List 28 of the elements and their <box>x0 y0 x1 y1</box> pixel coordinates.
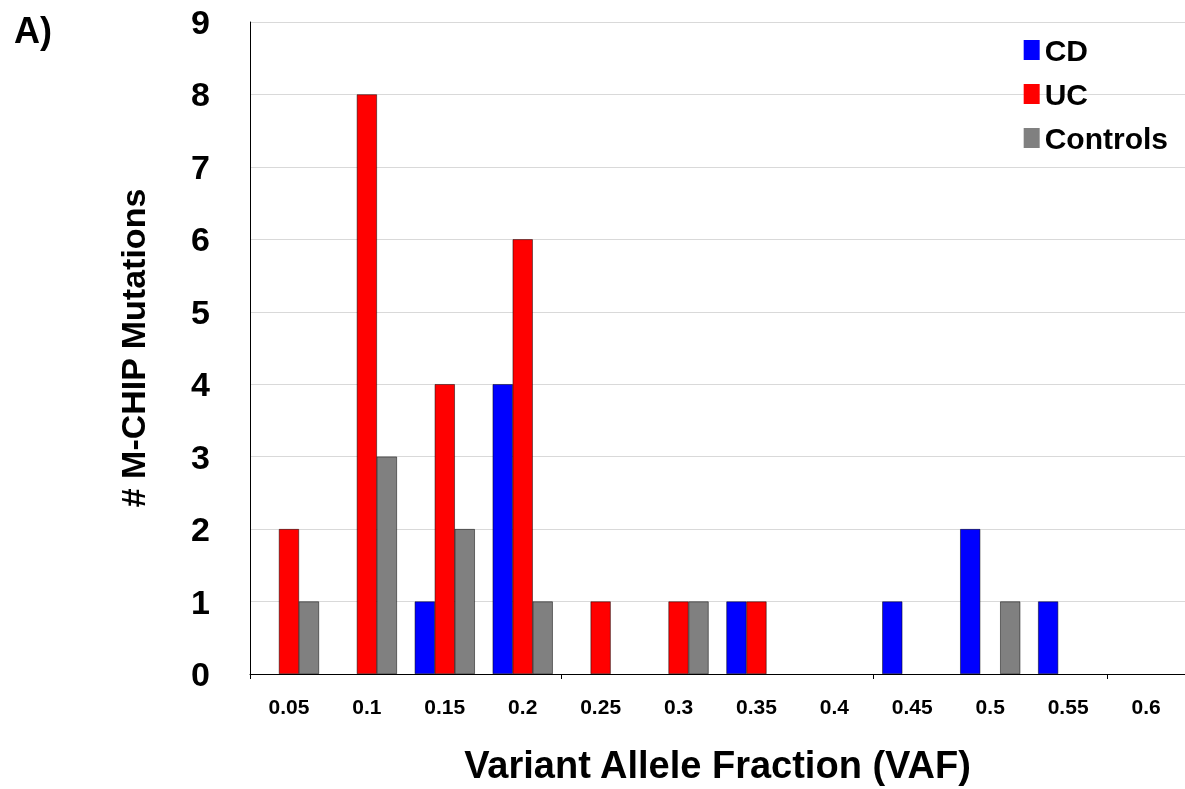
x-tick-label: 0.25 <box>580 695 622 718</box>
x-tick-label: 0.1 <box>352 695 382 718</box>
x-tick-label: 0.5 <box>975 695 1006 718</box>
x-axis-title: Variant Allele Fraction (VAF) <box>464 744 971 786</box>
y-tick-label: 6 <box>191 220 210 259</box>
x-tick-label: 0.55 <box>1047 695 1089 718</box>
legend-label: Controls <box>1044 121 1168 155</box>
y-tick-label: 1 <box>191 582 210 621</box>
y-tick-label: 5 <box>191 292 210 331</box>
y-tick-label: 2 <box>191 510 210 549</box>
x-tick-label: 0.05 <box>268 695 310 718</box>
y-tick-label: 7 <box>191 147 210 186</box>
y-tick-label: 4 <box>191 365 211 404</box>
x-tick-label: 0.15 <box>424 695 466 718</box>
text: A) <box>14 9 52 51</box>
y-axis-title: # M-CHIP Mutations <box>114 188 152 508</box>
x-tick-label: 0.35 <box>736 695 778 718</box>
x-tick-label: 0.2 <box>508 695 538 718</box>
x-tick-label: 0.45 <box>891 695 934 718</box>
y-tick-label: 3 <box>191 437 210 476</box>
x-tick-label: 0.4 <box>819 695 850 718</box>
y-tick-label: 8 <box>191 75 210 114</box>
x-tick-label: 0.6 <box>1131 695 1161 718</box>
x-tick-label: 0.3 <box>663 695 694 718</box>
y-tick-label: 0 <box>191 655 210 693</box>
legend-label: UC <box>1044 77 1089 111</box>
legend-label: CD <box>1044 33 1089 67</box>
y-tick-label: 9 <box>191 3 210 41</box>
